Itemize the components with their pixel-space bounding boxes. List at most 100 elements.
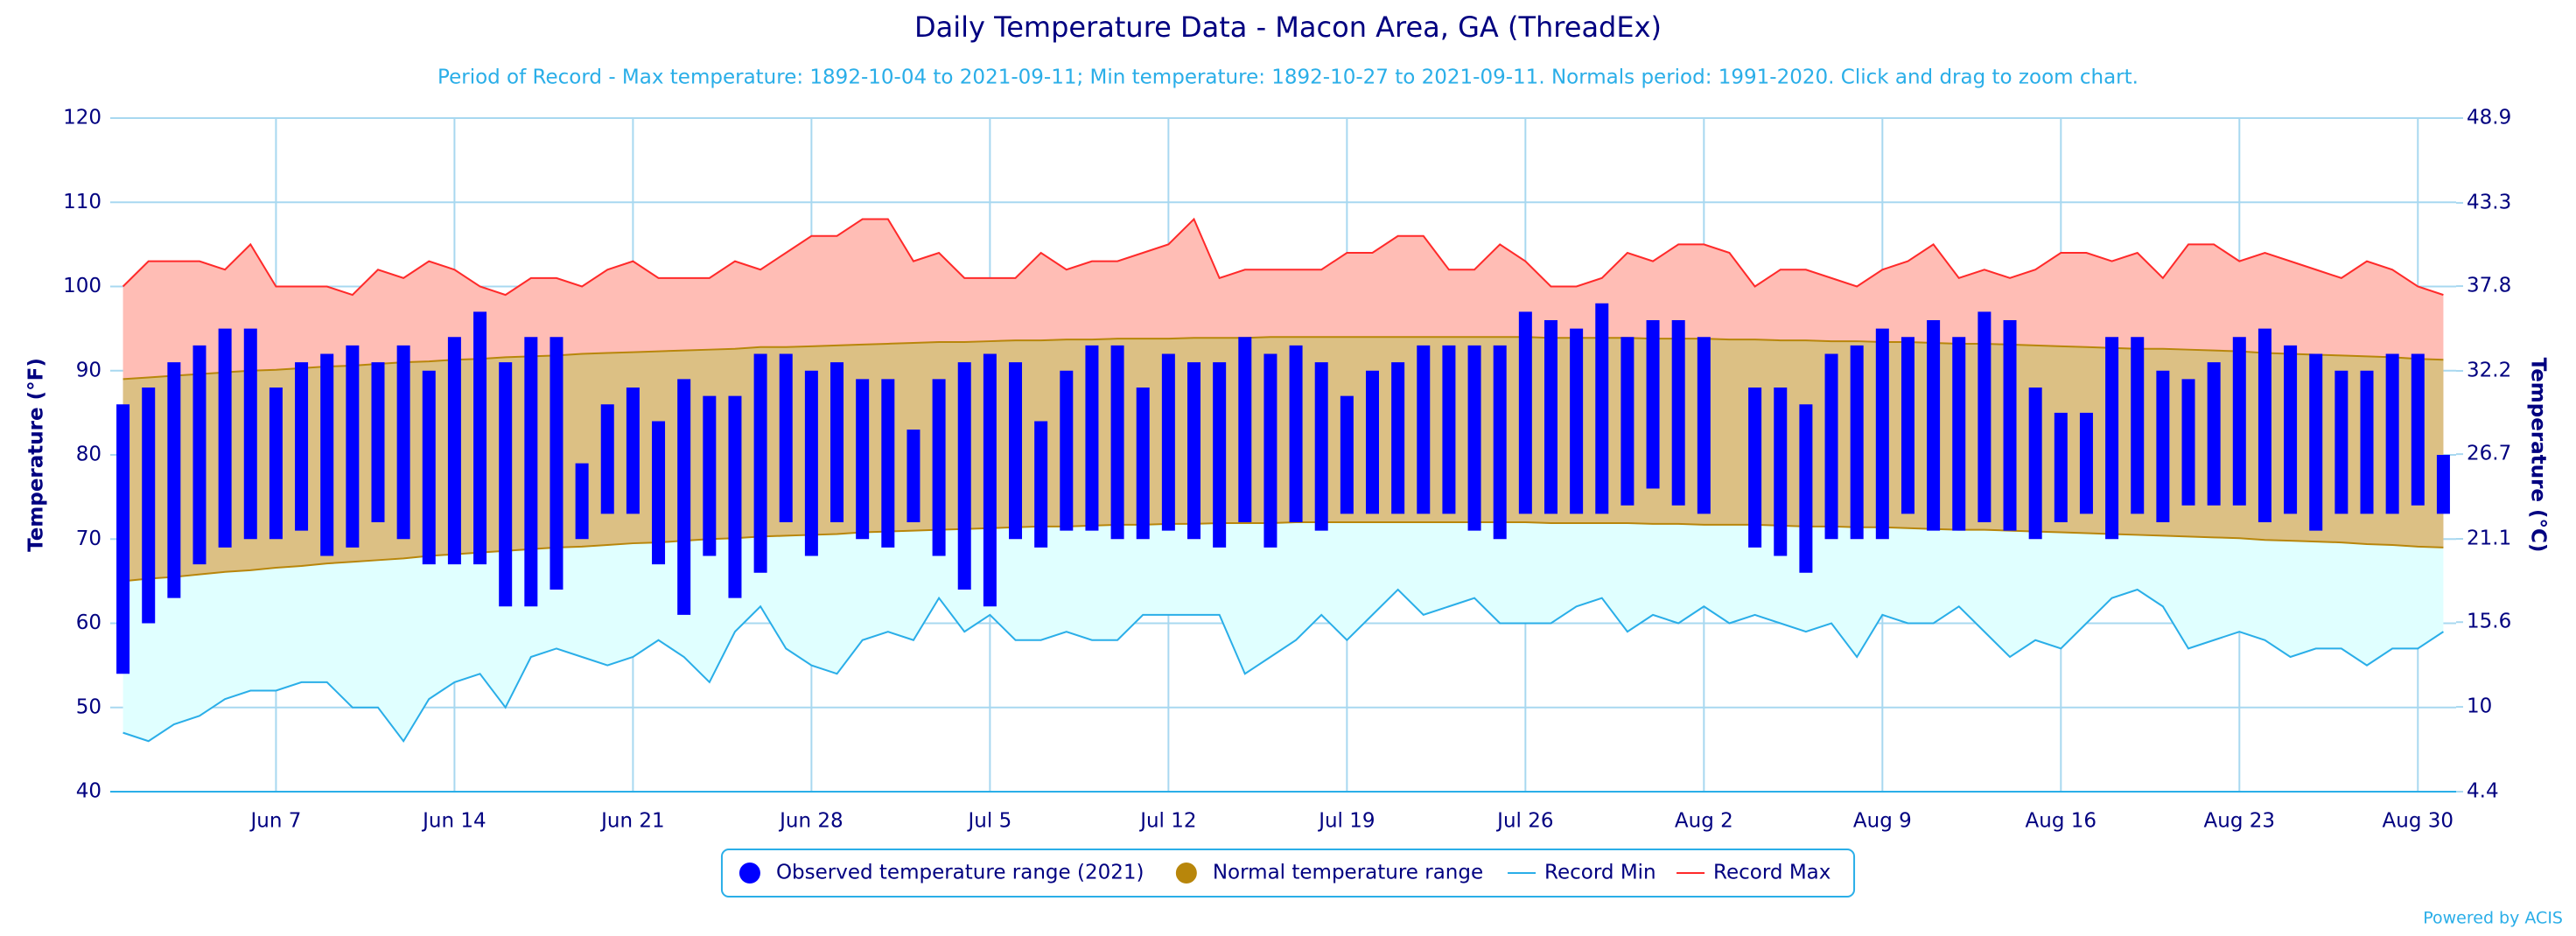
observed-bar	[218, 328, 232, 548]
observed-bar	[600, 404, 614, 514]
observed-bar	[295, 362, 309, 531]
observed-bar	[1850, 345, 1864, 540]
observed-bar	[396, 345, 410, 540]
observed-bar	[2284, 345, 2298, 514]
observed-bar	[957, 362, 971, 590]
observed-bar	[1875, 328, 1889, 540]
observed-bar	[243, 328, 257, 540]
observed-bar	[320, 353, 334, 556]
observed-bar	[2309, 353, 2323, 531]
observed-bar	[830, 362, 844, 522]
observed-bar	[1518, 311, 1532, 514]
legend-label: Normal temperature range	[1213, 862, 1483, 884]
legend-symbol	[1175, 863, 1197, 884]
observed-bar	[2207, 362, 2221, 506]
observed-bar	[652, 421, 666, 565]
observed-bar	[1493, 345, 1507, 540]
observed-bar	[983, 353, 997, 607]
record-min-area	[122, 522, 2444, 742]
observed-bar	[1161, 353, 1175, 531]
observed-bar	[2334, 370, 2348, 514]
observed-bar	[473, 311, 487, 565]
observed-bar	[192, 345, 206, 565]
observed-bar	[2360, 370, 2374, 514]
observed-bar	[422, 370, 436, 565]
axes: 40 50 60 70 80 90 100 110 120 4.4 10 15.6 21.1 26.7 32…	[63, 107, 2511, 833]
observed-bar	[1213, 362, 1227, 548]
y-tick-label: 90	[76, 359, 102, 381]
x-tick-label: Jul 5	[967, 810, 1012, 833]
y-tick-label: 70	[76, 527, 102, 550]
observed-bar	[1060, 370, 1074, 531]
y-axis-title: Temperature (°F)	[25, 358, 48, 552]
y2-tick-label: 48.9	[2467, 107, 2511, 129]
y-tick-label: 60	[76, 611, 102, 634]
x-tick-label: Jul 12	[1138, 810, 1196, 833]
observed-bar	[1034, 421, 1048, 548]
observed-bar	[447, 337, 461, 565]
x-tick-label: Jul 19	[1317, 810, 1375, 833]
observed-bar	[1900, 337, 1914, 514]
y-tick-label: 50	[76, 695, 102, 718]
observed-bar	[1264, 353, 1278, 548]
observed-bar	[1467, 345, 1481, 531]
observed-bar	[575, 463, 589, 540]
observed-bar	[1774, 388, 1788, 556]
observed-bar	[881, 379, 895, 548]
observed-bar	[677, 379, 691, 615]
observed-bar	[1952, 337, 1966, 531]
credit: Powered by ACIS	[2423, 909, 2563, 928]
observed-bar	[499, 362, 513, 607]
x-tick-label: Jun 21	[599, 810, 665, 833]
observed-bar	[1289, 345, 1303, 522]
observed-bar	[703, 395, 717, 556]
observed-bar	[626, 388, 640, 514]
y2-tick-label: 10	[2467, 695, 2492, 718]
observed-bar	[1391, 362, 1405, 514]
observed-bar	[2232, 337, 2246, 506]
observed-bar	[142, 388, 156, 624]
legend-label: Observed temperature range (2021)	[776, 862, 1144, 884]
y2-axis-title: Temperature (°C)	[2527, 358, 2550, 553]
observed-bar	[1314, 362, 1328, 531]
observed-bar	[1570, 328, 1584, 514]
observed-bar	[167, 362, 181, 598]
observed-bar	[1442, 345, 1456, 514]
y2-tick-label: 37.8	[2467, 275, 2511, 297]
chart-subtitle: Period of Record - Max temperature: 1892…	[438, 66, 2138, 89]
legend-box	[720, 849, 1856, 898]
series-line	[122, 588, 2444, 744]
observed-bar	[269, 388, 283, 540]
legend-label: Record Max	[1713, 862, 1830, 884]
y2-tick-label: 21.1	[2467, 527, 2511, 550]
observed-bar	[2156, 370, 2170, 522]
observed-bar	[524, 337, 538, 607]
y2-tick-label: 32.2	[2467, 359, 2511, 381]
observed-bar	[1595, 303, 1609, 514]
x-tick-label: Aug 23	[2204, 810, 2276, 833]
observed-bar	[371, 362, 385, 522]
observed-bar	[1697, 337, 1711, 514]
observed-bar	[116, 404, 130, 674]
observed-bar	[346, 345, 360, 548]
observed-bar	[1085, 345, 1099, 531]
y2-tick-label: 43.3	[2467, 191, 2511, 213]
observed-bar	[2258, 328, 2272, 522]
x-tick-label: Jul 26	[1495, 810, 1553, 833]
observed-bar	[1340, 395, 1354, 514]
y2-tick-label: 26.7	[2467, 443, 2511, 465]
observed-bar	[2181, 379, 2195, 506]
observed-bar	[1110, 345, 1124, 540]
observed-bar	[550, 337, 564, 590]
observed-bar	[1799, 404, 1813, 573]
normal-high-line	[122, 336, 2444, 381]
observed-bar	[856, 379, 870, 540]
observed-bar	[1544, 320, 1558, 514]
observed-bar	[906, 430, 920, 522]
x-tick-label: Aug 16	[2026, 810, 2097, 833]
observed-bar	[1671, 320, 1685, 506]
observed-bar	[1238, 337, 1252, 522]
observed-bar	[779, 353, 793, 522]
